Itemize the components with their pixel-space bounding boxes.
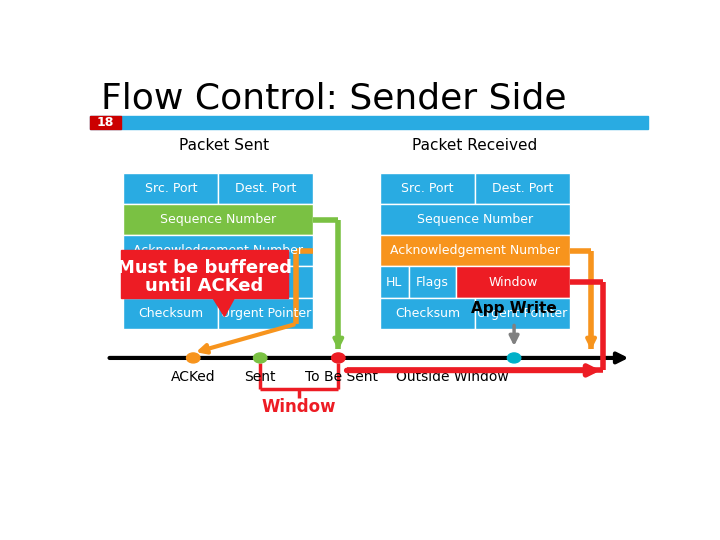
Bar: [380, 204, 570, 235]
Polygon shape: [213, 298, 235, 316]
Text: To Be Sent: To Be Sent: [305, 370, 377, 383]
Text: Acknowledgement Number: Acknowledgement Number: [133, 245, 303, 258]
Text: Acknowledgement Number: Acknowledgement Number: [390, 245, 560, 258]
Bar: [90, 116, 121, 129]
Circle shape: [332, 353, 345, 363]
Text: Flags: Flags: [159, 275, 192, 288]
Bar: [124, 235, 313, 266]
Bar: [475, 298, 570, 329]
Text: Sequence Number: Sequence Number: [417, 213, 533, 226]
Bar: [199, 266, 313, 298]
Text: 18: 18: [96, 116, 114, 129]
Circle shape: [508, 353, 521, 363]
Text: Must be buffered: Must be buffered: [117, 259, 292, 277]
Text: HL: HL: [386, 275, 402, 288]
Bar: [475, 173, 570, 204]
Text: ACKed: ACKed: [171, 370, 215, 383]
Bar: [380, 266, 409, 298]
Text: Outside Window: Outside Window: [396, 370, 509, 383]
Text: Packet Sent: Packet Sent: [179, 138, 269, 153]
Bar: [124, 173, 218, 204]
Text: App Write: App Write: [471, 301, 557, 315]
Text: Src. Port: Src. Port: [401, 182, 454, 195]
Bar: [152, 266, 199, 298]
Bar: [380, 235, 570, 266]
Circle shape: [186, 353, 200, 363]
Text: Urgent Pointer: Urgent Pointer: [220, 307, 311, 320]
Bar: [218, 173, 313, 204]
Bar: [380, 173, 475, 204]
Circle shape: [253, 353, 267, 363]
Text: until ACKed: until ACKed: [145, 276, 264, 295]
Bar: [124, 204, 313, 235]
Text: Packet Received: Packet Received: [413, 138, 538, 153]
Text: Checksum: Checksum: [395, 307, 460, 320]
Text: Dest. Port: Dest. Port: [492, 182, 553, 195]
Bar: [124, 266, 152, 298]
Bar: [121, 250, 288, 298]
Bar: [380, 298, 475, 329]
Text: Src. Port: Src. Port: [145, 182, 197, 195]
Text: Window: Window: [488, 275, 538, 288]
Text: Sent: Sent: [245, 370, 276, 383]
Text: Dest. Port: Dest. Port: [235, 182, 297, 195]
Bar: [90, 116, 648, 129]
Bar: [124, 298, 218, 329]
Bar: [409, 266, 456, 298]
Text: Checksum: Checksum: [138, 307, 204, 320]
Text: Sequence Number: Sequence Number: [161, 213, 276, 226]
Text: Window: Window: [232, 275, 281, 288]
Bar: [456, 266, 570, 298]
Text: Urgent Pointer: Urgent Pointer: [477, 307, 567, 320]
Text: Flags: Flags: [416, 275, 449, 288]
Text: Window: Window: [262, 397, 336, 416]
Bar: [218, 298, 313, 329]
Text: HL: HL: [130, 275, 146, 288]
Text: Flow Control: Sender Side: Flow Control: Sender Side: [101, 81, 567, 115]
